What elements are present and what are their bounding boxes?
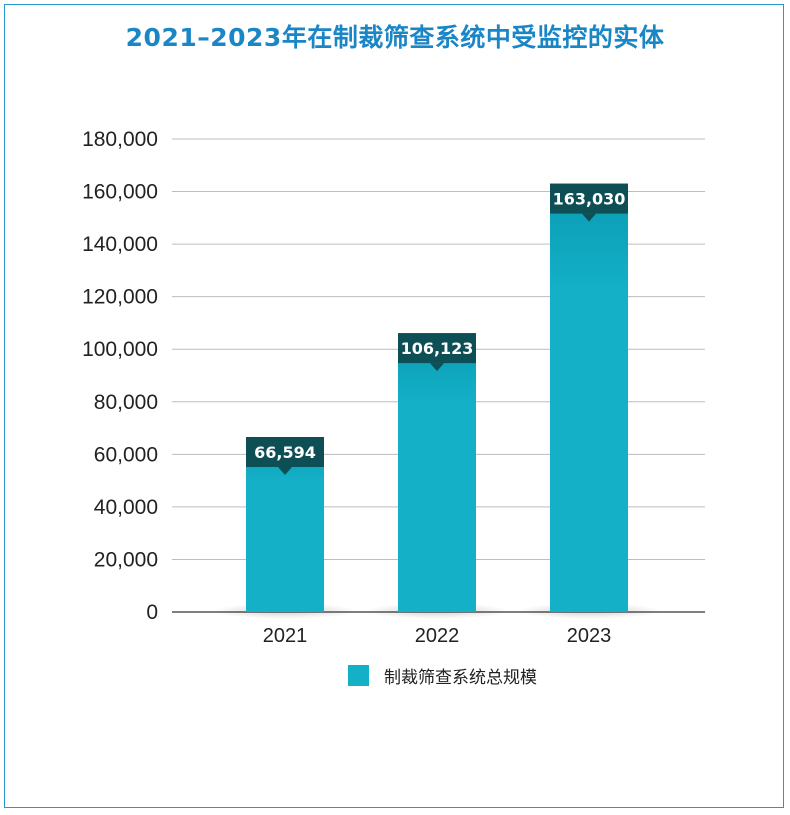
y-tick-label: 160,000 [82,181,158,204]
data-label: 163,030 [553,190,626,209]
legend-swatch [348,665,369,686]
y-tick-label: 60,000 [94,443,158,466]
x-axis-ticks: 2021 2022 2023 [263,625,612,647]
legend-label: 制裁筛查系统总规模 [384,668,537,688]
y-tick-label: 80,000 [94,391,158,414]
x-tick-label: 2023 [567,625,612,647]
bar [398,333,476,612]
chart-frame [4,4,784,808]
y-tick-label: 180,000 [82,128,158,151]
data-label-box [398,333,476,364]
data-label: 66,594 [254,443,316,462]
legend: 制裁筛查系统总规模 [348,665,537,688]
data-label-pointer [278,467,292,476]
y-tick-label: 140,000 [82,233,158,256]
data-label-box [550,183,628,214]
y-tick-label: 120,000 [82,286,158,309]
data-label-pointer [430,363,444,372]
bar [550,183,628,612]
y-tick-label: 100,000 [82,338,158,361]
bars: 66,594 106,123 163,030 [213,183,661,619]
data-label-box [246,437,324,468]
y-tick-label: 0 [146,601,158,624]
x-tick-label: 2022 [415,625,460,647]
x-tick-label: 2021 [263,625,308,647]
y-tick-label: 20,000 [94,548,158,571]
data-label-pointer [582,213,596,222]
y-tick-label: 40,000 [94,496,158,519]
chart-title: 2021–2023年在制裁筛查系统中受监控的实体 [125,23,665,52]
y-axis-ticks: 0 20,000 40,000 60,000 80,000 100,000 120,000 1… [82,128,158,624]
data-label: 106,123 [401,339,474,358]
